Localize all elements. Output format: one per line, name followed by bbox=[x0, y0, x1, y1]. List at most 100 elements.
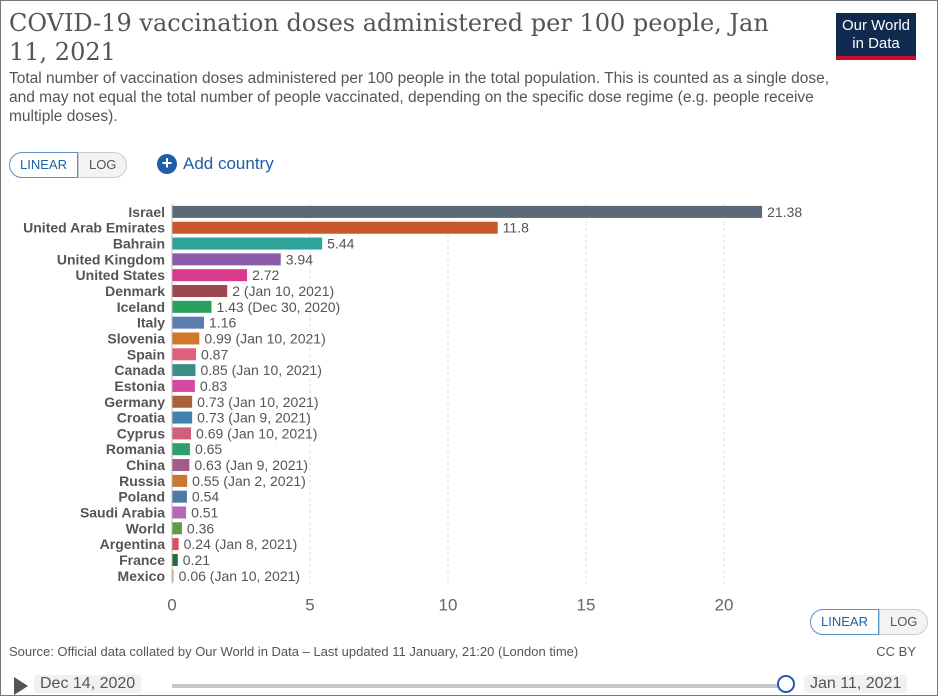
plus-circle-icon: + bbox=[157, 154, 177, 174]
timeline-fill bbox=[172, 684, 787, 688]
category-label: France bbox=[119, 552, 165, 568]
bar bbox=[172, 379, 195, 392]
bar bbox=[172, 490, 187, 503]
timeline-track[interactable] bbox=[172, 684, 787, 688]
value-label: 1.43 (Dec 30, 2020) bbox=[216, 299, 340, 315]
axis-linear-button[interactable]: LINEAR bbox=[810, 609, 879, 635]
bar bbox=[172, 395, 193, 408]
logo-line-1: Our World bbox=[841, 17, 911, 34]
category-label: Russia bbox=[119, 473, 165, 489]
value-label: 0.83 bbox=[200, 378, 227, 394]
value-label: 0.87 bbox=[201, 346, 228, 362]
bar bbox=[172, 522, 182, 535]
timeline-end-date[interactable]: Jan 11, 2021 bbox=[804, 675, 908, 693]
value-label: 0.73 (Jan 9, 2021) bbox=[197, 410, 311, 426]
license-link[interactable]: CC BY bbox=[876, 644, 916, 659]
bar bbox=[172, 427, 192, 440]
source-note: Source: Official data collated by Our Wo… bbox=[9, 644, 579, 659]
value-label: 0.51 bbox=[191, 504, 218, 520]
category-label: Cyprus bbox=[117, 425, 165, 441]
bar bbox=[172, 459, 190, 472]
value-label: 3.94 bbox=[286, 251, 313, 267]
category-label: Bahrain bbox=[113, 236, 165, 252]
category-label: United Kingdom bbox=[57, 251, 165, 267]
owid-logo[interactable]: Our World in Data bbox=[836, 13, 916, 60]
bar bbox=[172, 205, 763, 218]
value-label: 2 (Jan 10, 2021) bbox=[232, 283, 334, 299]
bar bbox=[172, 253, 281, 266]
x-tick-label: 5 bbox=[305, 596, 314, 615]
value-label: 0.99 (Jan 10, 2021) bbox=[204, 330, 325, 346]
category-label: World bbox=[126, 520, 165, 536]
bar bbox=[172, 221, 498, 234]
value-label: 1.16 bbox=[209, 315, 236, 331]
bar bbox=[172, 316, 205, 329]
value-label: 11.8 bbox=[503, 220, 529, 236]
value-label: 0.73 (Jan 10, 2021) bbox=[197, 394, 318, 410]
category-label: Saudi Arabia bbox=[80, 504, 165, 520]
bar bbox=[172, 285, 228, 298]
category-label: Poland bbox=[118, 489, 165, 505]
bar bbox=[172, 474, 188, 487]
value-label: 0.06 (Jan 10, 2021) bbox=[179, 568, 300, 584]
x-tick-label: 20 bbox=[715, 596, 734, 615]
category-label: United Arab Emirates bbox=[23, 220, 165, 236]
category-label: Iceland bbox=[117, 299, 165, 315]
x-tick-label: 10 bbox=[439, 596, 458, 615]
axis-log-button[interactable]: LOG bbox=[878, 609, 929, 635]
value-label: 21.38 bbox=[767, 204, 802, 220]
value-label: 2.72 bbox=[252, 267, 279, 283]
axis-scale-toggle: LINEAR LOG bbox=[810, 609, 929, 635]
timeline-start-date[interactable]: Dec 14, 2020 bbox=[34, 675, 142, 693]
logo-line-2: in Data bbox=[852, 35, 900, 52]
bar bbox=[172, 269, 248, 282]
bar bbox=[172, 348, 197, 361]
value-label: 0.55 (Jan 2, 2021) bbox=[192, 473, 306, 489]
add-country-label: Add country bbox=[183, 154, 274, 173]
chart-subtitle: Total number of vaccination doses admini… bbox=[9, 70, 830, 125]
bar bbox=[172, 237, 323, 250]
value-label: 0.24 (Jan 8, 2021) bbox=[184, 536, 298, 552]
x-tick-label: 0 bbox=[167, 596, 176, 615]
bar-chart: 0 5 10 15 20 Israel 21.38 United Arab Emirates 1… bbox=[23, 204, 802, 615]
category-label: Italy bbox=[137, 315, 165, 331]
bar bbox=[172, 506, 187, 519]
bar bbox=[172, 364, 196, 377]
bar bbox=[172, 553, 178, 566]
category-label: Spain bbox=[127, 346, 165, 362]
value-label: 5.44 bbox=[327, 236, 354, 252]
bar bbox=[172, 443, 190, 456]
value-label: 0.21 bbox=[183, 552, 210, 568]
value-label: 0.54 bbox=[192, 489, 219, 505]
value-label: 0.65 bbox=[195, 441, 222, 457]
value-label: 0.85 (Jan 10, 2021) bbox=[200, 362, 321, 378]
chart-title: COVID-19 vaccination doses administered … bbox=[9, 9, 769, 66]
category-label: Romania bbox=[106, 441, 165, 457]
category-label: United States bbox=[76, 267, 166, 283]
timeline-handle[interactable] bbox=[777, 675, 795, 693]
bar bbox=[172, 569, 174, 582]
value-label: 0.36 bbox=[187, 520, 214, 536]
bar bbox=[172, 411, 193, 424]
bar bbox=[172, 332, 200, 345]
category-label: Croatia bbox=[117, 410, 165, 426]
category-label: Germany bbox=[104, 394, 165, 410]
value-label: 0.69 (Jan 10, 2021) bbox=[196, 425, 317, 441]
bar bbox=[172, 538, 179, 551]
category-label: Canada bbox=[114, 362, 165, 378]
category-label: Mexico bbox=[118, 568, 165, 584]
timeline: Dec 14, 2020 Jan 11, 2021 bbox=[0, 672, 938, 696]
value-label: 0.63 (Jan 9, 2021) bbox=[194, 457, 308, 473]
category-label: Argentina bbox=[100, 536, 166, 552]
log-scale-button[interactable]: LOG bbox=[77, 152, 128, 178]
bar bbox=[172, 300, 212, 313]
x-tick-label: 15 bbox=[577, 596, 596, 615]
category-label: Estonia bbox=[114, 378, 165, 394]
scale-toggle: LINEAR LOG bbox=[9, 152, 128, 178]
category-label: Slovenia bbox=[107, 330, 165, 346]
play-icon[interactable] bbox=[14, 677, 28, 695]
category-label: China bbox=[126, 457, 165, 473]
add-country-button[interactable]: + Add country bbox=[157, 153, 274, 175]
category-label: Denmark bbox=[105, 283, 165, 299]
linear-scale-button[interactable]: LINEAR bbox=[9, 152, 78, 178]
